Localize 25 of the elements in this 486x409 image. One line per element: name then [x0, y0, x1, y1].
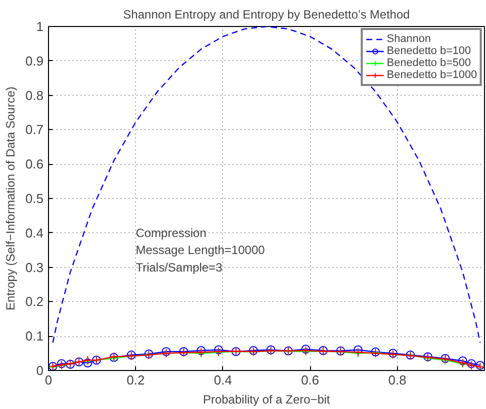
x-tick-label: 0.2	[126, 372, 145, 388]
legend-label: Benedetto b=1000	[386, 69, 477, 81]
y-tick-label: 0.3	[25, 260, 44, 275]
y-tick-label: 0.5	[25, 191, 44, 206]
y-tick-label: 0.1	[25, 328, 44, 344]
x-tick-label: 0.8	[388, 372, 406, 388]
y-tick-label: 0.4	[25, 225, 44, 240]
y-axis-title: Entropy (Self−Information of Data Source)	[3, 86, 18, 310]
chart-title: Shannon Entropy and Entropy by Benedetto’s Method	[123, 8, 410, 22]
annotation: Message Length=10000	[136, 243, 266, 258]
y-tick-label: 0.6	[25, 156, 44, 172]
legend-label: Benedetto b=500	[386, 57, 471, 69]
y-tick-label: 0.7	[25, 122, 44, 138]
legend-label: Benedetto b=100	[386, 45, 471, 57]
annotation: Compression	[136, 226, 206, 240]
x-tick-label: 0.4	[214, 372, 232, 388]
y-tick-label: 0	[36, 363, 44, 378]
legend-label: Shannon	[386, 33, 431, 45]
y-tick-label: 1	[36, 19, 44, 34]
y-tick-label: 0.2	[25, 294, 44, 310]
x-tick-label: 0.6	[301, 372, 320, 388]
y-tick-label: 0.8	[25, 88, 44, 103]
annotation: Trials/Sample=3	[136, 260, 223, 274]
x-axis-title: Probability of a Zero−bit	[202, 392, 331, 406]
y-tick-label: 0.9	[25, 53, 44, 68]
